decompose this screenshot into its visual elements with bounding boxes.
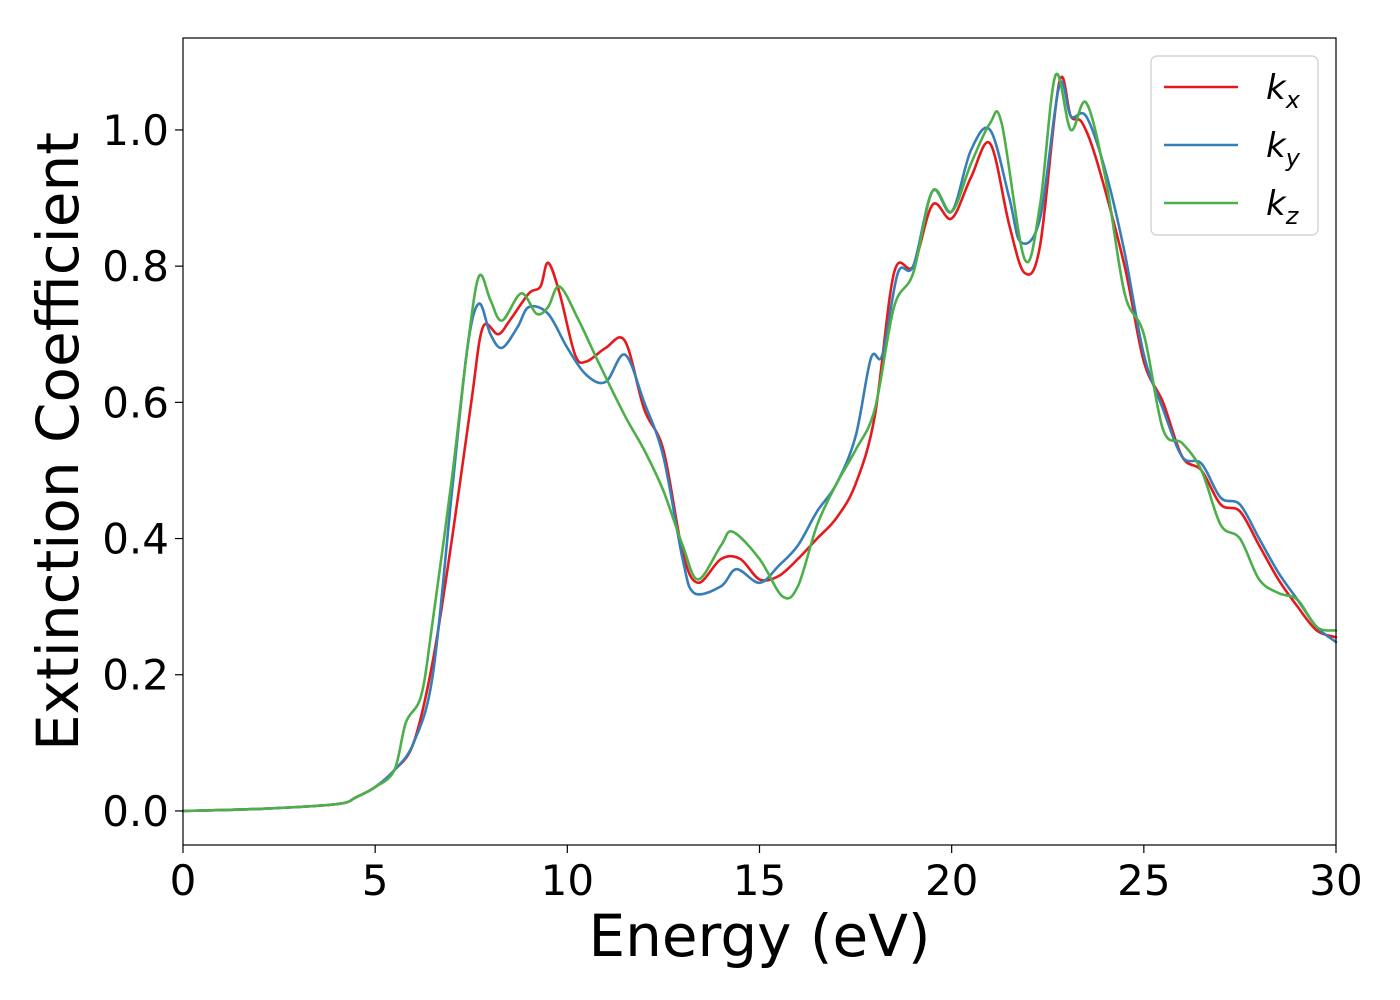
y-tick-label: 0.2: [102, 651, 169, 700]
legend-label-kz: kz: [1266, 184, 1300, 230]
legend-label-kx: kx: [1266, 68, 1301, 114]
series-layer: [181, 72, 1338, 813]
x-tick-label: 0: [170, 856, 197, 905]
x-tick-label: 15: [733, 856, 786, 905]
x-tick-label: 20: [925, 856, 978, 905]
x-tick-label: 10: [541, 856, 594, 905]
y-tick-label: 0.8: [102, 242, 169, 291]
y-axis: 0.0 0.2 0.4 0.6 0.8 1.0: [102, 106, 183, 836]
legend: kx ky kz: [1150, 55, 1319, 236]
x-axis: 0 5 10 15 20 25 30: [170, 845, 1363, 905]
y-tick-label: 0.6: [102, 378, 169, 427]
y-tick-label: 0.4: [102, 515, 169, 564]
x-tick-label: 30: [1309, 856, 1362, 905]
x-tick-label: 5: [362, 856, 389, 905]
y-axis-label: Extinction Coefficient: [24, 132, 92, 751]
series-line-kz: [181, 72, 1338, 813]
y-tick-label: 0.0: [102, 787, 169, 836]
series-line-kx: [181, 75, 1338, 813]
y-tick-label: 1.0: [102, 106, 169, 155]
x-tick-label: 25: [1117, 856, 1170, 905]
x-axis-label: Energy (eV): [588, 902, 930, 970]
legend-label-ky: ky: [1266, 126, 1301, 172]
